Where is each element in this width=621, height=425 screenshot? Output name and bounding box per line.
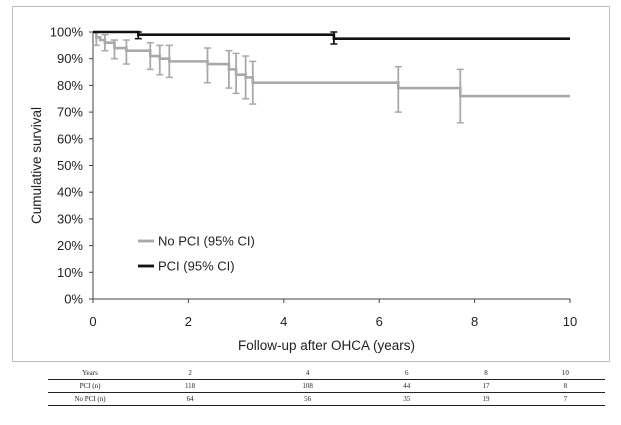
ci-whisker — [110, 39, 118, 60]
x-axis-label: Follow-up after OHCA (years) — [238, 338, 415, 353]
risk-row-no-pci: No PCI (n) 64 56 35 19 7 — [48, 392, 605, 406]
ci-whisker — [203, 47, 211, 84]
ci-whisker — [156, 44, 164, 76]
series-line — [93, 30, 570, 98]
risk-header-cell: 2 — [132, 367, 249, 380]
chart-frame — [12, 6, 610, 362]
y-tick-label: 60% — [57, 131, 83, 146]
risk-row-pci: PCI (n) 118 108 44 17 8 — [48, 379, 605, 393]
ci-whisker — [92, 31, 100, 47]
x-tick-label: 10 — [563, 314, 577, 329]
y-tick-label: 100% — [50, 25, 84, 40]
risk-cell: 17 — [446, 379, 526, 393]
ci-whisker — [330, 31, 338, 45]
risk-header-cell: 4 — [248, 367, 368, 380]
ci-whisker — [232, 52, 240, 95]
legend-item: PCI (95% CI) — [138, 259, 235, 274]
y-tick-label: 70% — [57, 105, 83, 120]
risk-cell: 108 — [248, 379, 368, 393]
risk-header-label: Years — [48, 367, 132, 380]
ci-whisker — [122, 39, 130, 65]
legend-label: PCI (95% CI) — [158, 259, 235, 274]
y-tick-label: 50% — [57, 158, 83, 173]
risk-header-cell: 8 — [446, 367, 526, 380]
risk-header-cell: 6 — [367, 367, 447, 380]
ci-whisker — [394, 65, 402, 113]
y-tick-label: 30% — [57, 211, 83, 226]
x-tick-label: 2 — [185, 314, 192, 329]
y-tick-label: 80% — [57, 78, 83, 93]
ci-whisker — [456, 68, 464, 124]
x-tick-label: 0 — [89, 314, 96, 329]
ci-whisker — [101, 33, 109, 52]
risk-cell: 56 — [248, 392, 368, 406]
risk-cell: 7 — [525, 392, 605, 406]
legend-label: No PCI (95% CI) — [158, 234, 255, 249]
legend-item: No PCI (95% CI) — [138, 234, 255, 249]
y-tick-label: 40% — [57, 185, 83, 200]
x-tick-label: 4 — [280, 314, 287, 329]
y-tick-label: 10% — [57, 265, 83, 280]
ci-whisker — [165, 44, 173, 79]
y-tick-label: 20% — [57, 238, 83, 253]
risk-table-header: Years 2 4 6 8 10 — [48, 367, 605, 380]
y-tick-label: 0% — [64, 292, 83, 307]
risk-row-label: PCI (n) — [48, 379, 132, 393]
risk-header-cell: 10 — [525, 367, 605, 380]
risk-cell: 19 — [446, 392, 526, 406]
ci-whisker — [225, 49, 233, 89]
y-axis-label: Cumulative survival — [29, 107, 44, 224]
series-pci — [93, 30, 570, 45]
risk-table: Years 2 4 6 8 10 PCI (n) 118 108 44 17 8… — [48, 367, 605, 406]
risk-cell: 35 — [367, 392, 447, 406]
ci-whisker — [146, 41, 154, 71]
survival-chart: 0% 10% 20% 30% 40% 50% 60% 70% 80% 90% 100% 0 2 4 6 8 10… — [29, 25, 577, 354]
series-no-pci — [92, 30, 570, 124]
ci-whisker — [249, 60, 257, 105]
series-line — [93, 30, 570, 40]
x-tick-label: 8 — [471, 314, 478, 329]
x-tick-label: 6 — [376, 314, 383, 329]
ci-whisker — [134, 31, 142, 40]
risk-cell: 64 — [132, 392, 249, 406]
risk-cell: 8 — [525, 379, 605, 393]
risk-cell: 44 — [367, 379, 447, 393]
y-tick-label: 90% — [57, 51, 83, 66]
ci-whisker — [242, 55, 250, 100]
risk-cell: 118 — [132, 379, 249, 393]
risk-row-label: No PCI (n) — [48, 392, 132, 406]
